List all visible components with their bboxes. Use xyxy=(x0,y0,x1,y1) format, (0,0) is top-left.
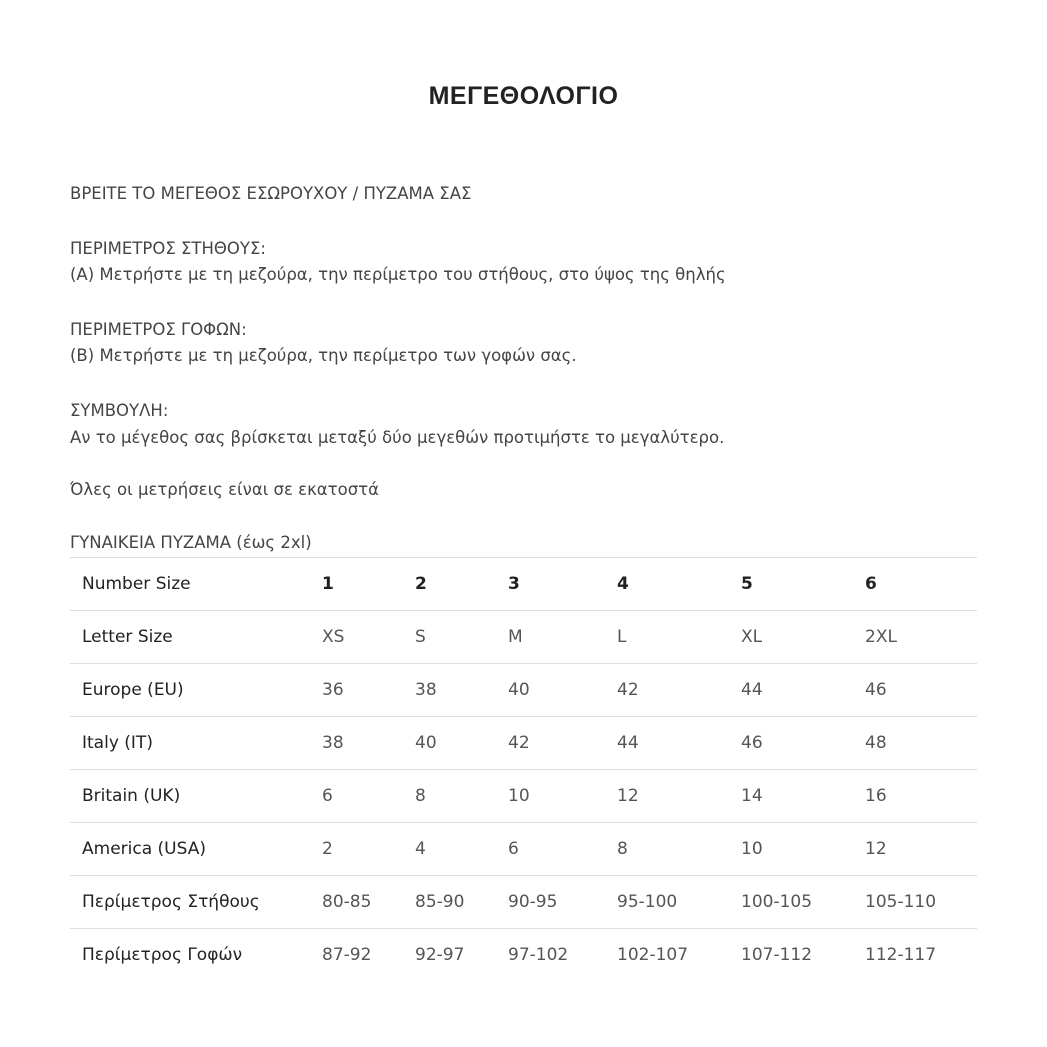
hips-text: (B) Μετρήστε με τη μεζούρα, την περίμετρ… xyxy=(70,346,577,365)
table-cell: 10 xyxy=(508,769,617,823)
table-row: Περίμετρος Στήθους 80-85 85-90 90-95 95-100 1… xyxy=(70,875,977,929)
table-cell: 44 xyxy=(741,663,865,717)
row-label: Περίμετρος Γοφών xyxy=(70,928,322,981)
table-cell: XL xyxy=(741,610,865,664)
table-row: Europe (EU) 36 38 40 42 44 46 xyxy=(70,663,977,717)
table-cell: S xyxy=(415,610,508,664)
units-note: Όλες οι μετρήσεις είναι σε εκατοστά xyxy=(70,480,379,499)
table-cell: 42 xyxy=(617,663,741,717)
row-label: Italy (IT) xyxy=(70,716,322,770)
table-cell: 2 xyxy=(322,822,415,876)
table-cell: 105-110 xyxy=(865,875,977,929)
table-cell: 5 xyxy=(741,557,865,611)
row-label: Britain (UK) xyxy=(70,769,322,823)
table-cell: 107-112 xyxy=(741,928,865,981)
table-cell: 40 xyxy=(508,663,617,717)
row-label: Number Size xyxy=(70,557,322,611)
table-cell: 38 xyxy=(322,716,415,770)
table-cell: 90-95 xyxy=(508,875,617,929)
hips-heading: ΠΕΡΙΜΕΤΡΟΣ ΓΟΦΩΝ: xyxy=(70,320,247,339)
table-cell: 36 xyxy=(322,663,415,717)
table-cell: XS xyxy=(322,610,415,664)
table-row: America (USA) 2 4 6 8 10 12 xyxy=(70,822,977,876)
table-cell: 40 xyxy=(415,716,508,770)
table-cell: 46 xyxy=(741,716,865,770)
table-cell: 10 xyxy=(741,822,865,876)
table-cell: 100-105 xyxy=(741,875,865,929)
chest-text: (A) Μετρήστε με τη μεζούρα, την περίμετρ… xyxy=(70,265,726,284)
tip-text: Αν το μέγεθος σας βρίσκεται μεταξύ δύο μ… xyxy=(70,428,725,447)
intro-text: ΒΡΕΙΤΕ ΤΟ ΜΕΓΕΘΟΣ ΕΣΩΡΟΥΧΟΥ / ΠΥΖΑΜΑ ΣΑΣ xyxy=(70,184,472,203)
table-cell: 6 xyxy=(322,769,415,823)
table-cell: 95-100 xyxy=(617,875,741,929)
row-label: America (USA) xyxy=(70,822,322,876)
table-cell: L xyxy=(617,610,741,664)
table-cell: 112-117 xyxy=(865,928,977,981)
table-cell: 6 xyxy=(865,557,977,611)
table-cell: 92-97 xyxy=(415,928,508,981)
table-cell: 12 xyxy=(865,822,977,876)
row-label: Περίμετρος Στήθους xyxy=(70,875,322,929)
table-cell: 85-90 xyxy=(415,875,508,929)
table-row: Number Size 1 2 3 4 5 6 xyxy=(70,557,977,611)
table-cell: 4 xyxy=(617,557,741,611)
table-cell: 38 xyxy=(415,663,508,717)
table-row: Letter Size XS S M L XL 2XL xyxy=(70,610,977,664)
table-cell: 97-102 xyxy=(508,928,617,981)
table-row: Περίμετρος Γοφών 87-92 92-97 97-102 102-107 1… xyxy=(70,928,977,981)
table-cell: 4 xyxy=(415,822,508,876)
table-cell: 8 xyxy=(415,769,508,823)
table-cell: 44 xyxy=(617,716,741,770)
row-label: Letter Size xyxy=(70,610,322,664)
table-cell: 6 xyxy=(508,822,617,876)
table-cell: 2 xyxy=(415,557,508,611)
table-cell: 48 xyxy=(865,716,977,770)
table-cell: 87-92 xyxy=(322,928,415,981)
chest-heading: ΠΕΡΙΜΕΤΡΟΣ ΣΤΗΘΟΥΣ: xyxy=(70,239,266,258)
table-cell: 102-107 xyxy=(617,928,741,981)
table-cell: 3 xyxy=(508,557,617,611)
tip-heading: ΣΥΜΒΟΥΛΗ: xyxy=(70,401,169,420)
page-title: ΜΕΓΕΘΟΛΟΓΙΟ xyxy=(428,82,619,110)
table-cell: 12 xyxy=(617,769,741,823)
table-cell: 8 xyxy=(617,822,741,876)
row-label: Europe (EU) xyxy=(70,663,322,717)
table-cell: 14 xyxy=(741,769,865,823)
size-table: Number Size 1 2 3 4 5 6 Letter Size XS S M L XL 2XL Eu… xyxy=(70,557,977,981)
table-row: Britain (UK) 6 8 10 12 14 16 xyxy=(70,769,977,823)
table-row: Italy (IT) 38 40 42 44 46 48 xyxy=(70,716,977,770)
table-cell: 2XL xyxy=(865,610,977,664)
table-cell: 46 xyxy=(865,663,977,717)
table-cell: M xyxy=(508,610,617,664)
table-cell: 1 xyxy=(322,557,415,611)
table-cell: 80-85 xyxy=(322,875,415,929)
table-caption: ΓΥΝΑΙΚΕΙΑ ΠΥΖΑΜΑ (έως 2xl) xyxy=(70,533,312,552)
table-cell: 16 xyxy=(865,769,977,823)
table-cell: 42 xyxy=(508,716,617,770)
